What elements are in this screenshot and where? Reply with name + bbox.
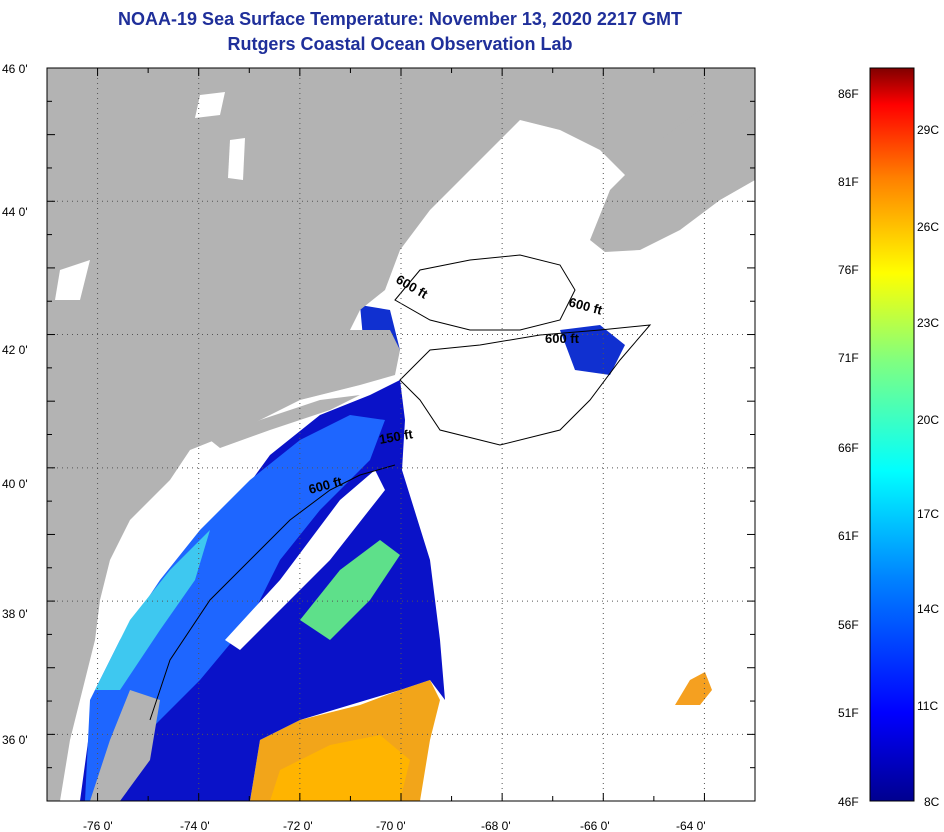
shelf-water [85,415,385,801]
contour-label: 600 ft [545,331,580,346]
colorbar-label-f: 76F [838,263,859,277]
georges-patch [560,325,625,375]
lat-label: 46 0' [2,62,28,76]
warm-spot-east [675,672,712,705]
colorbar-label-f: 61F [838,529,859,543]
land-nova-scotia [590,100,755,252]
lat-label: 42 0' [2,343,28,357]
colorbar-label-c: 11C [917,699,938,713]
colorbar-label-f: 56F [838,618,859,632]
land-mainland [47,68,755,801]
colorbar-label-f: 46F [838,795,859,809]
lon-label: -68 0' [481,819,511,832]
lon-label: -72 0' [283,819,313,832]
green-band [300,540,400,640]
colorbar-label-c: 8C [924,795,940,809]
colorbar-label-f: 86F [838,87,859,101]
map-subtitle: Rutgers Coastal Ocean Observation Lab [227,34,573,54]
lon-label: -64 0' [676,819,706,832]
colorbar-label-c: 20C [917,413,939,427]
contour-gulf-maine [394,254,576,331]
colorbar-label-f: 66F [838,441,859,455]
axis-ticks [46,67,756,802]
lat-label: 44 0' [2,205,28,219]
lat-label: 40 0' [2,477,28,491]
colorbar-label-c: 26C [917,220,939,234]
long-island [210,395,360,448]
lon-label: -66 0' [580,819,610,832]
colorbar [869,67,915,802]
colorbar-label-f: 51F [838,706,859,720]
lon-label: -70 0' [376,819,406,832]
lon-label: -74 0' [180,819,210,832]
lake-white [195,92,225,118]
lake-white [228,138,245,180]
colorbar-label-c: 14C [917,602,939,616]
colorbar-label-c: 23C [917,316,939,330]
cyan-shelf [95,530,210,690]
graticule [47,68,755,801]
cloud-streak [225,470,385,650]
lat-label: 36 0' [2,733,28,747]
colorbar-label-c: 17C [917,507,939,521]
contour-600ft-shelf [149,464,396,721]
cape-hatteras [90,690,160,801]
colorbar-label-f: 71F [838,351,859,365]
lon-label: -76 0' [83,819,113,832]
lat-label: 38 0' [2,607,28,621]
lake-white [55,260,90,300]
map-title: NOAA-19 Sea Surface Temperature: Novembe… [118,9,682,29]
contour-label: 150 ft [378,426,415,447]
colorbar-label-f: 81F [838,175,859,189]
contour-georges-bank [399,324,652,446]
colorbar-label-c: 29C [917,123,939,137]
warm-patch [270,735,410,801]
